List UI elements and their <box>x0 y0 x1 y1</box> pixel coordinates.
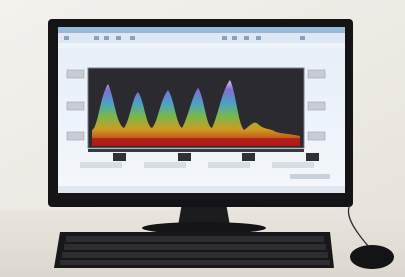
footer-field <box>290 174 330 179</box>
body <box>0 0 405 277</box>
page: Monitor showing a spectrum display {} ht… <box>0 0 405 277</box>
photo <box>0 0 405 277</box>
status-strip <box>58 43 345 48</box>
screen-footer <box>58 186 345 193</box>
spectrum-base <box>92 138 300 146</box>
title-bar <box>58 27 345 33</box>
mouse <box>350 245 394 269</box>
panel-divider <box>88 149 304 152</box>
